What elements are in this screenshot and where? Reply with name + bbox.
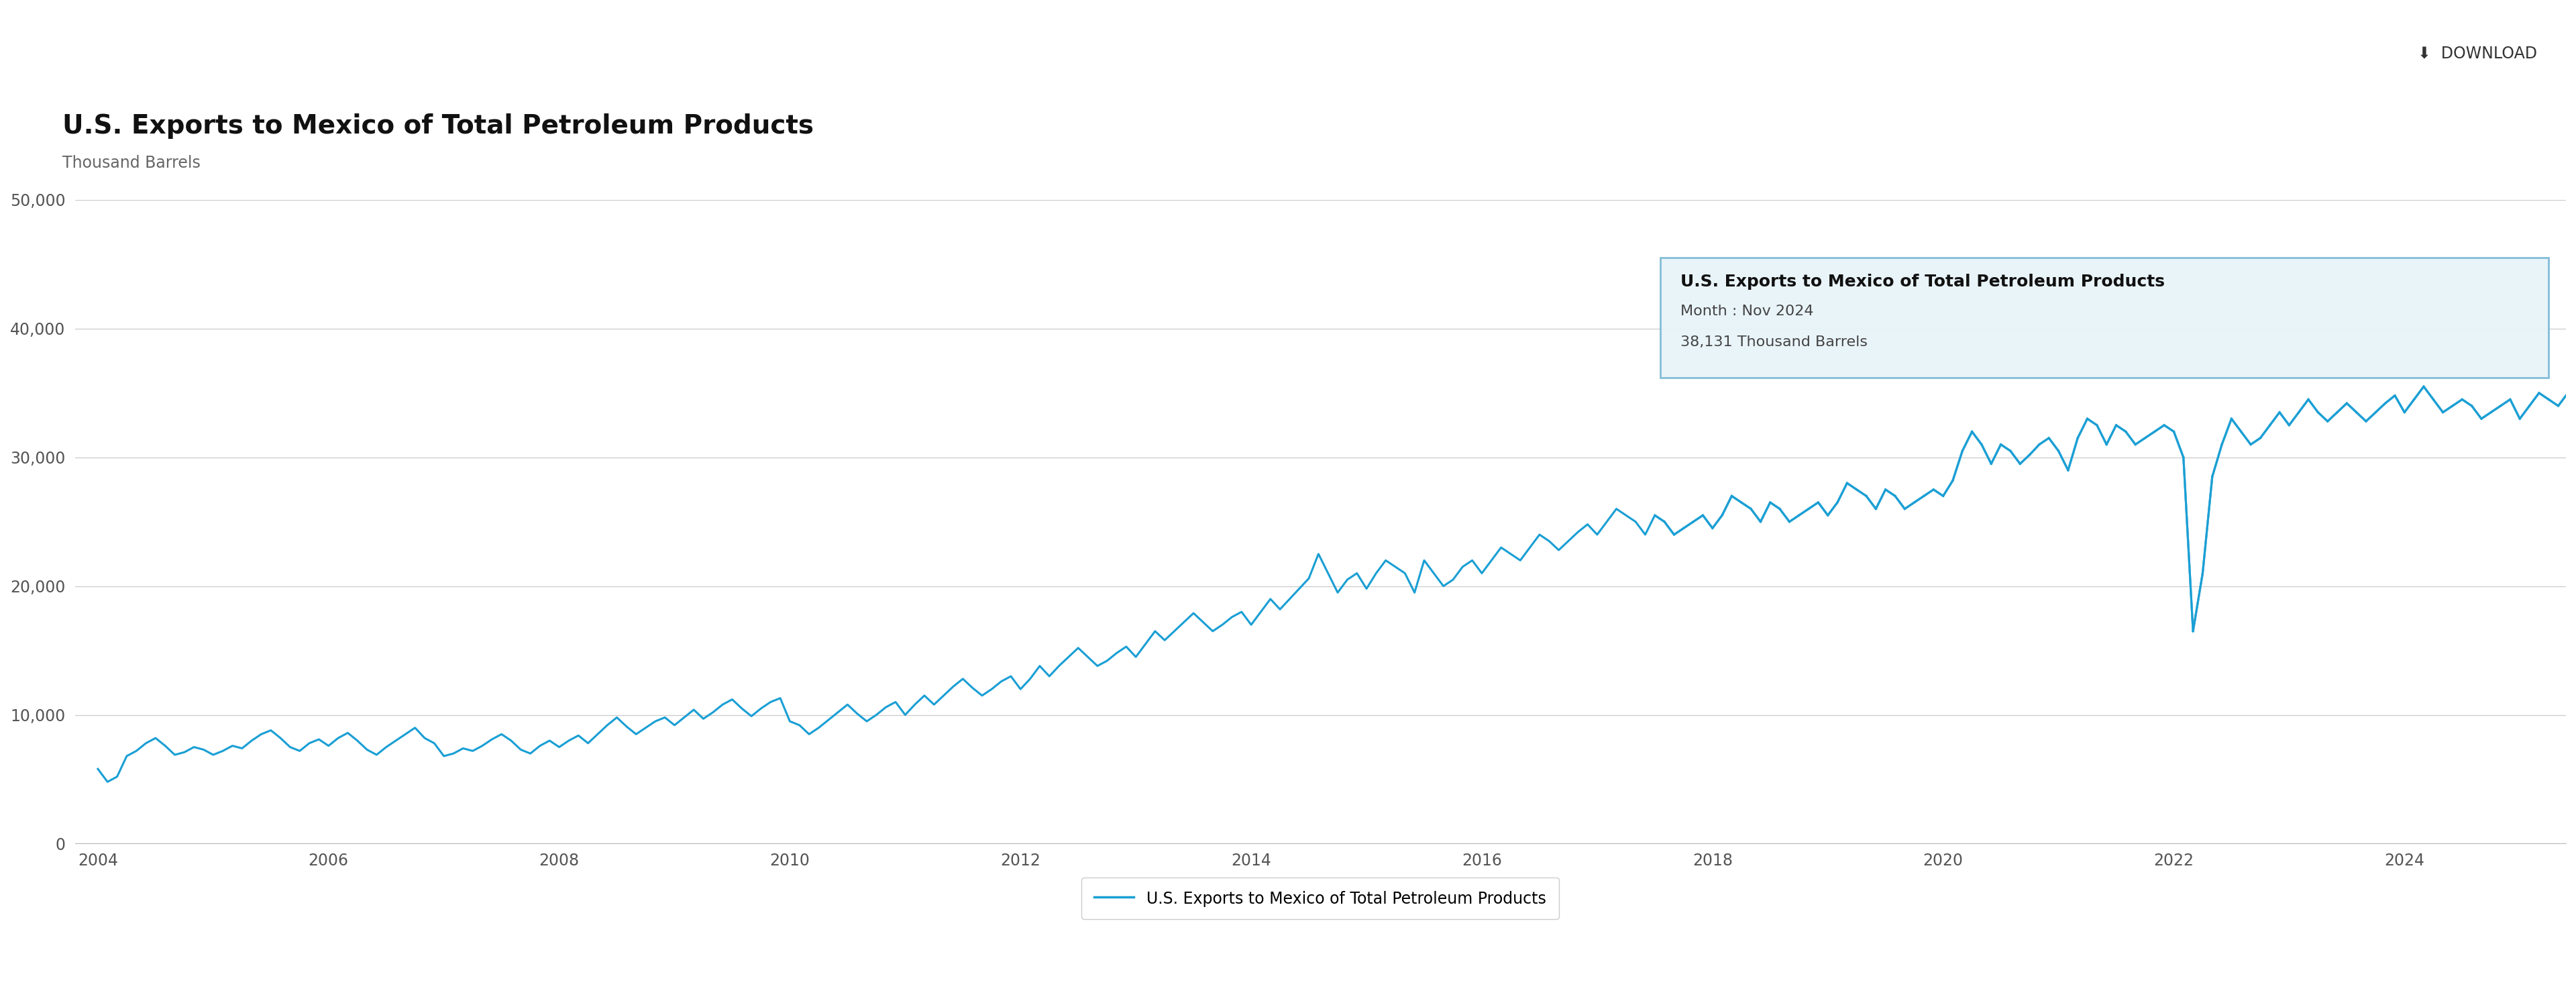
Text: ⬇  DOWNLOAD: ⬇ DOWNLOAD: [2419, 45, 2537, 61]
Text: U.S. Exports to Mexico of Total Petroleum Products: U.S. Exports to Mexico of Total Petroleu…: [1680, 274, 2164, 290]
Text: 38,131 Thousand Barrels: 38,131 Thousand Barrels: [1680, 335, 1868, 349]
Text: Thousand Barrels: Thousand Barrels: [62, 155, 201, 171]
Legend: U.S. Exports to Mexico of Total Petroleum Products: U.S. Exports to Mexico of Total Petroleu…: [1082, 877, 1558, 919]
Text: U.S. Exports to Mexico of Total Petroleum Products: U.S. Exports to Mexico of Total Petroleu…: [62, 113, 814, 139]
Text: Month : Nov 2024: Month : Nov 2024: [1680, 305, 1814, 318]
FancyBboxPatch shape: [1662, 258, 2548, 378]
